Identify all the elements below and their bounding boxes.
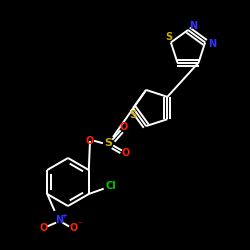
Text: N: N [189,21,197,31]
Text: Cl: Cl [106,181,116,191]
Text: S: S [104,138,112,148]
Text: O: O [69,223,77,233]
Text: S: S [165,32,172,42]
Text: N: N [55,215,63,225]
Text: +: + [61,213,67,219]
Text: O: O [122,148,130,158]
Text: O: O [120,122,128,132]
Text: O: O [39,223,47,233]
Text: O: O [86,136,94,146]
Text: ⁻: ⁻ [77,220,82,228]
Text: N: N [208,40,216,50]
Text: S: S [130,110,136,120]
